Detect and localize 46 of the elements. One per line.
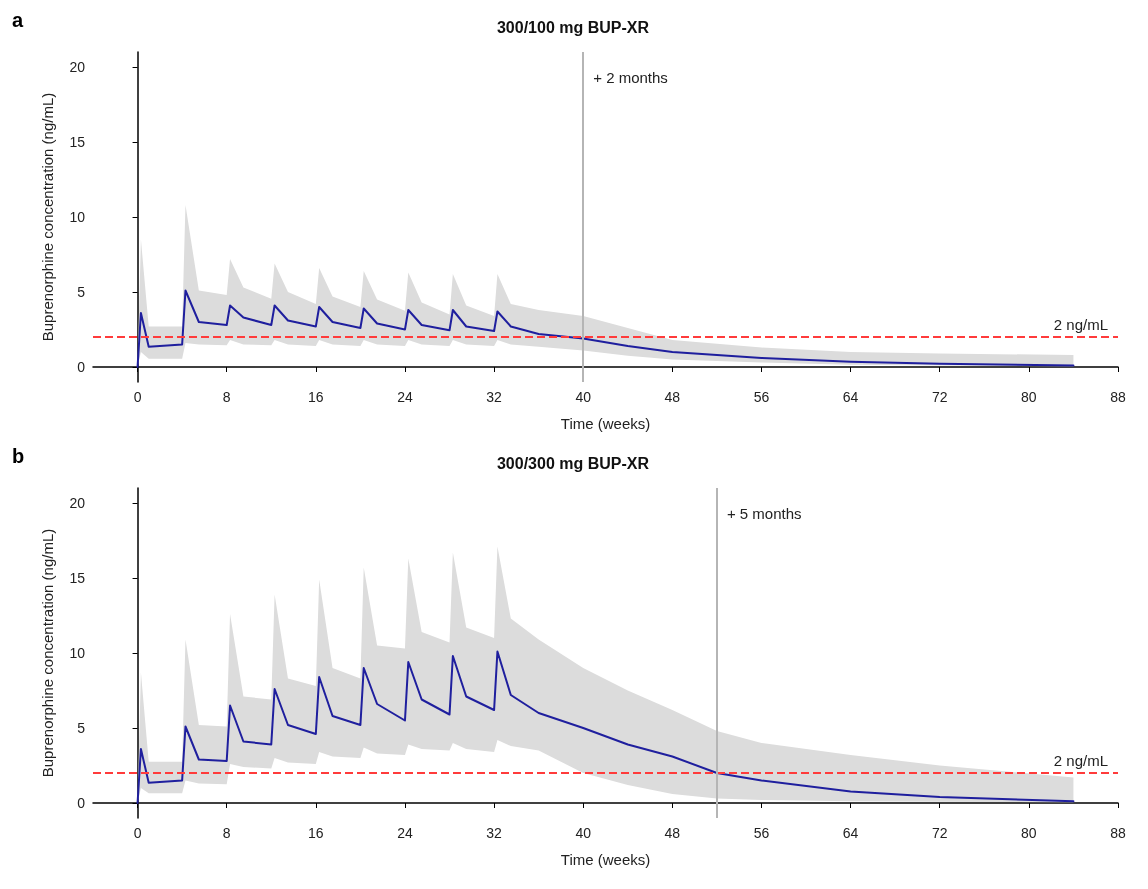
ref-line-label: 2 ng/mL (1053, 752, 1108, 769)
x-tick-label: 32 (486, 389, 503, 405)
x-tick-label: 32 (486, 825, 503, 841)
ref-line-label: + 2 months (593, 69, 668, 86)
x-tick-label: 40 (575, 389, 592, 405)
x-tick-label: 24 (397, 389, 413, 405)
x-tick-label: 16 (308, 825, 324, 841)
y-tick-label: 0 (77, 795, 86, 811)
ref-line-label: 2 ng/mL (1053, 316, 1108, 333)
x-axis-title: Time (weeks) (560, 415, 651, 432)
x-tick-label: 48 (664, 825, 681, 841)
text: a (12, 9, 24, 31)
y-tick-label: 15 (69, 134, 86, 150)
y-tick-label: 5 (77, 720, 86, 736)
x-tick-label: 24 (397, 825, 413, 841)
y-tick-label: 5 (77, 284, 86, 300)
x-tick-label: 8 (222, 825, 231, 841)
chart-title: 300/300 mg BUP-XR (496, 454, 650, 472)
x-tick-label: 48 (664, 389, 681, 405)
x-tick-label: 72 (931, 389, 948, 405)
y-tick-label: 10 (69, 645, 86, 661)
text: b (12, 445, 25, 467)
x-tick-label: 0 (133, 389, 142, 405)
x-tick-label: 72 (931, 825, 948, 841)
y-tick-label: 0 (77, 359, 86, 375)
x-tick-label: 40 (575, 825, 592, 841)
x-tick-label: 80 (1021, 825, 1037, 841)
y-tick-label: 10 (69, 209, 86, 225)
x-tick-label: 0 (133, 825, 142, 841)
y-tick-label: 15 (69, 570, 86, 586)
x-tick-label: 56 (753, 389, 770, 405)
x-tick-label: 88 (1110, 825, 1126, 841)
x-tick-label: 64 (842, 389, 859, 405)
x-tick-label: 16 (308, 389, 324, 405)
x-tick-label: 56 (753, 825, 770, 841)
y-tick-label: 20 (69, 59, 86, 75)
x-tick-label: 80 (1021, 389, 1037, 405)
y-axis-title: Buprenorphine concentration (ng/mL) (39, 528, 56, 778)
y-tick-label: 20 (69, 495, 86, 511)
y-axis-title: Buprenorphine concentration (ng/mL) (39, 92, 56, 342)
x-tick-label: 8 (222, 389, 231, 405)
chart-title: 300/100 mg BUP-XR (496, 18, 650, 36)
x-tick-label: 88 (1110, 389, 1126, 405)
x-tick-label: 64 (842, 825, 859, 841)
ref-line-label: + 5 months (726, 505, 802, 522)
x-axis-title: Time (weeks) (560, 851, 651, 868)
